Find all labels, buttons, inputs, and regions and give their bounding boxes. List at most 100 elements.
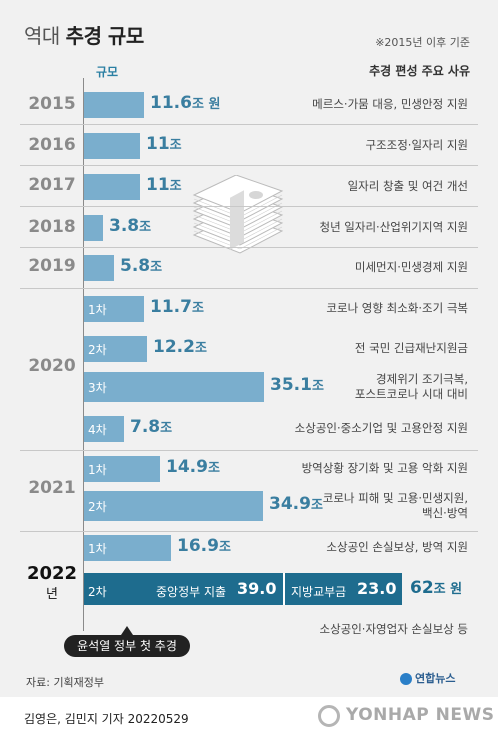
value-number: 11.7 (150, 297, 192, 317)
reason-text: 경제위기 조기극복, 포스트코로나 시대 대비 (354, 372, 468, 401)
value-label: 7.8조 (130, 417, 172, 437)
bar-2018 (84, 215, 103, 241)
reason-text: 코로나 피해 및 고용·민생지원, 백신·방역 (322, 491, 468, 520)
value-number: 3.8 (109, 216, 140, 236)
value-number: 11.6 (150, 93, 192, 113)
value-label: 34.9조 (269, 494, 323, 514)
value-unit: 조 (150, 260, 163, 275)
year-label-2015: 2015 (28, 94, 76, 114)
value-unit: 조 (160, 421, 173, 436)
phase-label: 3차 (88, 381, 107, 395)
header-scale: 규모 (96, 65, 119, 79)
phase-label: 2차 (88, 500, 107, 514)
value-number: 14.9 (166, 457, 208, 477)
logo-icon (400, 673, 412, 685)
year-label-2021: 2021 (28, 478, 76, 498)
value-number: 16.9 (177, 536, 219, 556)
phase-label: 4차 (88, 423, 107, 437)
callout-pointer (121, 626, 133, 635)
reason-text: 구조조정·일자리 지원 (365, 138, 468, 152)
footer (0, 697, 498, 750)
axis-line (83, 78, 84, 631)
phase-label: 1차 (88, 303, 107, 317)
year-label-2019: 2019 (28, 256, 76, 276)
value-number: 12.2 (153, 337, 195, 357)
local-value: 23.0 (357, 579, 397, 598)
watermark: YONHAP NEWS (346, 705, 495, 725)
year-label-2017: 2017 (28, 175, 76, 195)
title-light: 역대 (24, 24, 60, 48)
reason-text: 방역상황 장기화 및 고용 악화 지원 (301, 461, 468, 475)
phase-label-2022-2: 2차 (88, 585, 107, 599)
value-number: 5.8 (120, 256, 151, 276)
bar-2016 (84, 133, 140, 159)
reason-text: 소상공인·중소기업 및 고용안정 지원 (294, 421, 468, 435)
year-label-2022: 2022 (26, 563, 78, 584)
reason-text: 코로나 영향 최소화·조기 극복 (326, 301, 468, 315)
total-unit: 조 원 (433, 582, 463, 597)
total-value-2022-2: 62조 원 (410, 578, 462, 598)
phase-label: 1차 (88, 542, 107, 556)
value-unit: 조 (207, 461, 220, 476)
value-unit: 조 (169, 138, 182, 153)
value-label: 35.1조 (270, 375, 324, 395)
bar-2020-2 (84, 336, 147, 362)
year-label-2020: 2020 (28, 356, 76, 376)
bar-2020-1 (84, 296, 144, 322)
phase-label: 1차 (88, 463, 107, 477)
value-unit: 조 (194, 341, 207, 356)
value-number: 11 (146, 175, 170, 195)
value-label: 3.8조 (109, 216, 151, 236)
reason-text: 청년 일자리·산업위기지역 지원 (319, 220, 468, 234)
watermark-icon (318, 705, 340, 727)
bar-2022-2 (84, 573, 402, 605)
value-label: 16.9조 (177, 536, 231, 556)
year-label-2022-suffix: 년 (46, 587, 58, 602)
callout-badge: 윤석열 정부 첫 추경 (64, 635, 190, 657)
year-label-2018: 2018 (28, 217, 76, 237)
bar-2017 (84, 174, 140, 200)
header-reason: 추경 편성 주요 사유 (369, 64, 470, 78)
bar-2022-1 (84, 535, 171, 561)
chart-title: 역대 추경 규모 (24, 20, 144, 49)
reason-text: 메르스·가뭄 대응, 민생안정 지원 (312, 97, 468, 111)
bar-2020-4 (84, 416, 124, 442)
value-label: 11.7조 (150, 297, 204, 317)
value-unit: 조 (191, 301, 204, 316)
money-stack-icon (192, 175, 284, 254)
reason-text: 전 국민 긴급재난지원금 (354, 341, 468, 355)
value-number: 11 (146, 134, 170, 154)
logo-text: 연합뉴스 (415, 672, 456, 685)
local-label: 지방교부금 (291, 585, 347, 599)
bar-2020-3 (84, 372, 264, 402)
bar-2021-2 (84, 491, 263, 521)
total-number: 62 (410, 578, 434, 598)
publisher-logo: 연합뉴스 (400, 670, 455, 686)
value-number: 7.8 (130, 417, 161, 437)
source-note: 자료: 기획재정부 (26, 676, 105, 689)
value-unit: 조 (169, 179, 182, 194)
row-separator (20, 450, 478, 451)
value-unit: 조 (310, 498, 323, 513)
year-label-2016: 2016 (28, 135, 76, 155)
reason-text: 일자리 창출 및 여건 개선 (347, 179, 468, 193)
byline: 김영은, 김민지 기자 20220529 (24, 712, 189, 726)
bar-2015 (84, 92, 144, 118)
value-label: 11조 (146, 134, 182, 154)
central-value: 39.0 (237, 579, 277, 598)
value-label: 11.6조 원 (150, 93, 220, 113)
value-unit: 조 (311, 379, 324, 394)
value-label: 11조 (146, 175, 182, 195)
reason-text: 소상공인 손실보상, 방역 지원 (326, 540, 468, 554)
value-number: 35.1 (270, 375, 312, 395)
phase-label: 2차 (88, 343, 107, 357)
bar-2019 (84, 255, 114, 281)
value-unit: 조 원 (191, 97, 221, 112)
title-bold: 추경 규모 (65, 24, 145, 48)
bar-2021-1 (84, 456, 160, 482)
value-number: 34.9 (269, 494, 311, 514)
bar-divider (283, 573, 285, 605)
row-separator (20, 288, 478, 289)
value-label: 14.9조 (166, 457, 220, 477)
